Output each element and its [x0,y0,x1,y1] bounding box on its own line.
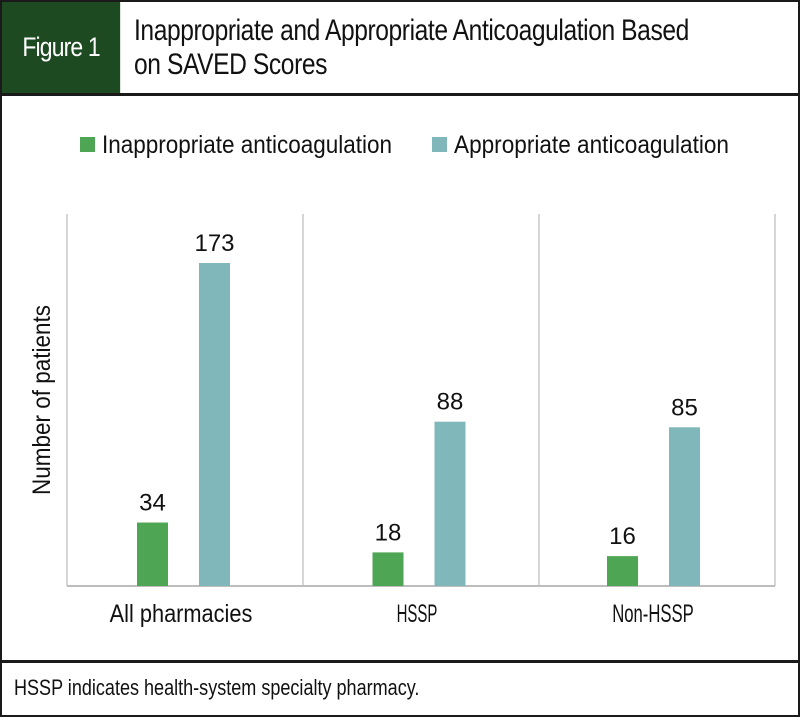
data-label-1-1: 88 [437,389,464,416]
x-tick-label-1: HSSP [397,600,438,628]
legend-swatch-0 [80,137,95,152]
figure-header: Figure 1 Inappropriate and Appropriate A… [2,2,798,96]
title-line-1: Inappropriate and Appropriate Anticoagul… [134,14,689,47]
legend-label-1: Appropriate anticoagulation [454,131,729,159]
legend-swatch-1 [432,137,447,152]
x-tick-label-2: Non-HSSP [612,600,694,628]
y-axis-label: Number of patients [28,305,56,495]
bar-0-1 [372,552,404,586]
title-line-2: on SAVED Scores [134,48,328,81]
bar-0-2 [607,556,638,586]
footnote: HSSP indicates health-system specialty p… [14,675,420,700]
data-label-1-2: 85 [671,394,698,421]
bar-1-0 [199,263,230,586]
bar-1-1 [434,421,466,586]
data-label-0-2: 16 [609,523,636,550]
figure-footer: HSSP indicates health-system specialty p… [2,660,798,718]
data-label-0-1: 18 [375,519,402,546]
legend-label-0: Inappropriate anticoagulation [102,131,392,159]
data-label-0-0: 34 [139,490,166,517]
bar-1-2 [669,427,700,586]
data-label-1-0: 173 [194,230,234,257]
figure-label: Figure 1 [2,2,121,93]
figure-title: Inappropriate and Appropriate Anticoagul… [134,14,708,82]
x-tick-label-0: All pharmacies [110,600,253,628]
bar-0-0 [137,522,168,586]
